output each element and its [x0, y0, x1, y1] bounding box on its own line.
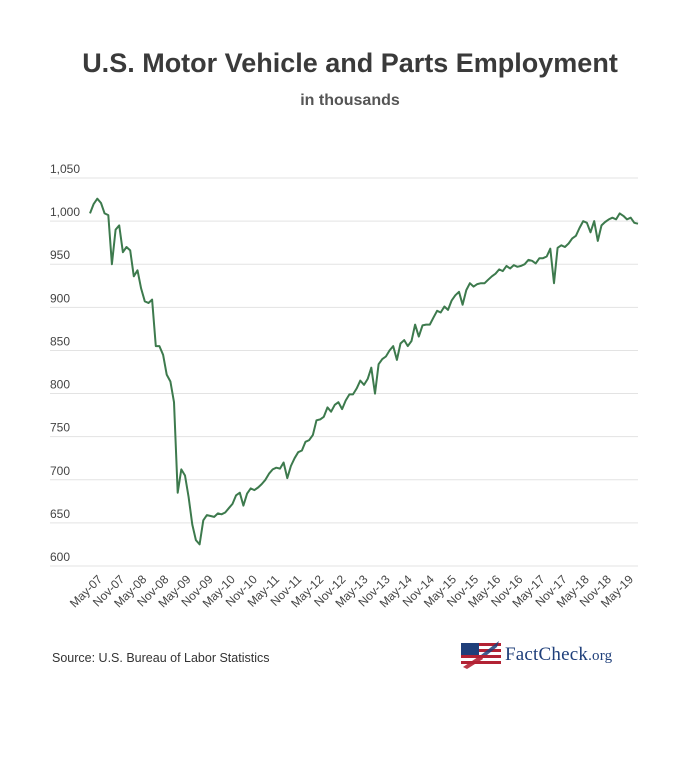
x-axis-tick-labels: May-07Nov-07May-08Nov-08May-09Nov-09May-…: [67, 572, 636, 610]
y-tick-label: 1,050: [50, 162, 80, 176]
y-tick-label: 650: [50, 507, 70, 521]
y-tick-label: 700: [50, 464, 70, 478]
y-tick-label: 1,000: [50, 205, 80, 219]
y-tick-label: 850: [50, 334, 70, 348]
y-tick-label: 800: [50, 378, 70, 392]
y-axis-tick-labels: 600 650 700 750 800 850 900 950 1,000 1,050: [50, 162, 80, 564]
y-tick-label: 900: [50, 291, 70, 305]
line-chart: 600 650 700 750 800 850 900 950 1,000 1,050 May-0…: [50, 162, 639, 610]
flag-icon: [461, 641, 501, 669]
grid-lines: [50, 177, 638, 567]
y-tick-label: 600: [50, 550, 70, 564]
logo-text: FactCheck.org: [505, 644, 613, 665]
source-note: Source: U.S. Bureau of Labor Statistics: [52, 651, 270, 665]
series-line: [89, 197, 639, 546]
series-group: [89, 197, 639, 546]
y-tick-label: 750: [50, 421, 70, 435]
y-tick-label: 950: [50, 248, 70, 262]
factcheck-logo[interactable]: FactCheck.org: [461, 640, 612, 670]
chart-title: U.S. Motor Vehicle and Parts Employment: [82, 48, 618, 78]
chart-subtitle: in thousands: [300, 92, 400, 109]
